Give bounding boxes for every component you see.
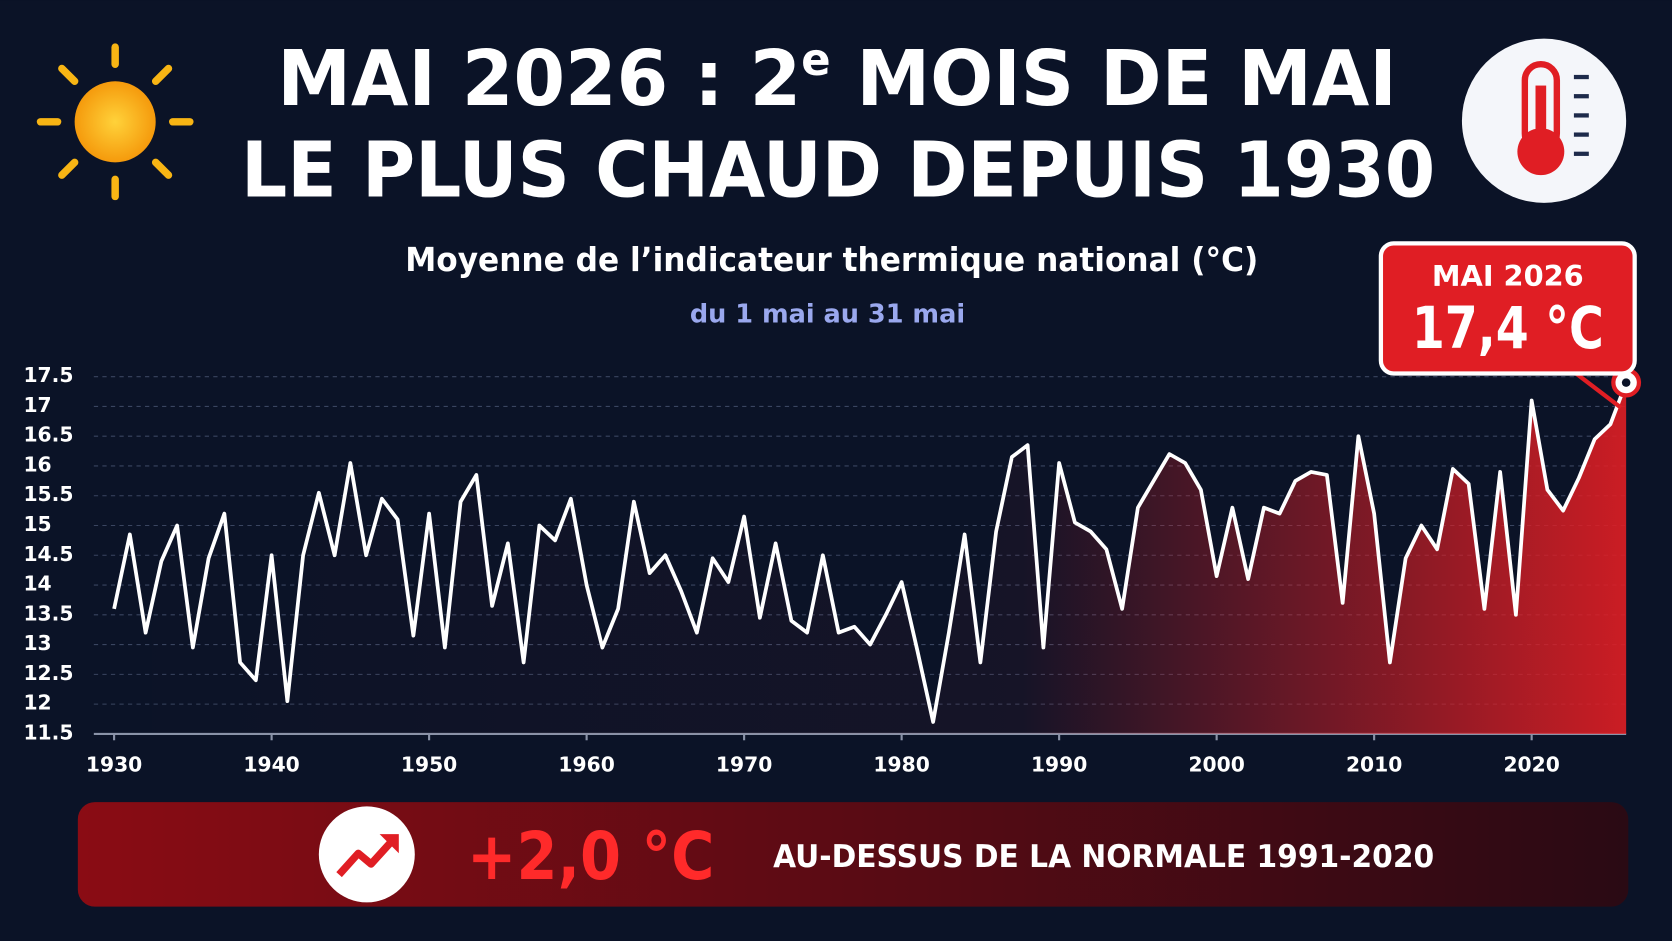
highlight-dot xyxy=(1621,378,1631,387)
y-tick-label: 13.5 xyxy=(23,601,73,625)
x-tick-label: 1990 xyxy=(1031,752,1087,776)
plot-area: 11.5 12 12.5 13 13.5 14 14.5 15 15.5 16 16.5 17 17.5… xyxy=(23,363,1642,776)
callout-connector xyxy=(1574,371,1623,410)
callout-value: 17,4 °C xyxy=(1412,295,1604,362)
y-tick-label: 15.5 xyxy=(23,482,73,506)
x-tick-label: 2020 xyxy=(1503,752,1559,776)
y-tick-label: 12 xyxy=(23,691,51,715)
sun-icon xyxy=(36,43,194,201)
line xyxy=(112,381,1628,724)
y-tick-label: 14 xyxy=(23,572,51,596)
y-tick-label: 16.5 xyxy=(23,423,73,447)
title-line-2: LE PLUS CHAUD DEPUIS 1930 xyxy=(241,126,1435,215)
x-tick-label: 2000 xyxy=(1188,752,1244,776)
y-tick-label: 17.5 xyxy=(23,363,73,387)
banner xyxy=(77,802,1629,907)
subtitle: Moyenne de l’indicateur thermique nation… xyxy=(405,240,1258,279)
x-tick-label: 1940 xyxy=(243,752,299,776)
thermometer-icon xyxy=(1461,38,1627,203)
title-text: MOIS DE MAI xyxy=(831,35,1397,124)
callout-title: MAI 2026 xyxy=(1432,259,1584,293)
x-tick-label: 1960 xyxy=(558,752,614,776)
x-tick-label: 1980 xyxy=(873,752,929,776)
y-tick-label: 12.5 xyxy=(23,661,73,685)
x-tick-label: 1970 xyxy=(716,752,772,776)
x-tick-label: 2010 xyxy=(1346,752,1402,776)
y-tick-label: 13 xyxy=(23,631,51,655)
x-tick-label: 1950 xyxy=(401,752,457,776)
y-tick-label: 17 xyxy=(23,393,51,417)
title-sup: e xyxy=(801,33,830,86)
callout-box xyxy=(1378,241,1637,376)
area xyxy=(114,382,1627,734)
title-line-1: MAI 2026 : 2e MOIS DE MAI xyxy=(277,33,1397,124)
x-tick-label: 1930 xyxy=(86,752,142,776)
y-tick-label: 16 xyxy=(23,452,51,476)
y-tick-label: 11.5 xyxy=(23,720,73,744)
trend-icon xyxy=(318,806,415,903)
banner-text: AU-DESSUS DE LA NORMALE 1991-2020 xyxy=(773,839,1434,875)
y-tick-label: 14.5 xyxy=(23,542,73,566)
banner-value: +2,0 °C xyxy=(467,818,714,895)
title-text: MAI 2026 : 2 xyxy=(277,35,801,124)
period: du 1 mai au 31 mai xyxy=(690,299,965,329)
y-tick-label: 15 xyxy=(23,512,51,536)
